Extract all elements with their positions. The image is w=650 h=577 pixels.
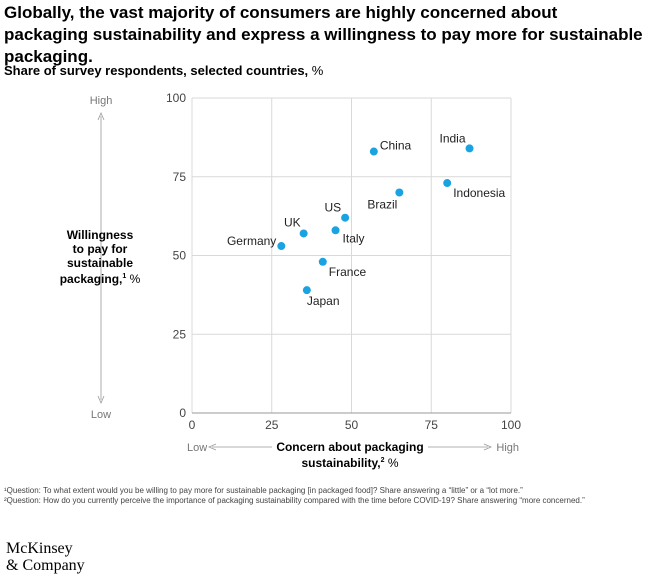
footnotes: ¹Question: To what extent would you be w… — [4, 486, 644, 506]
y-axis-unit: % — [126, 272, 141, 286]
logo-line: & Company — [6, 557, 85, 574]
point-label-china: China — [380, 139, 412, 153]
point-france — [318, 257, 327, 266]
point-japan — [302, 286, 311, 295]
page-title: Globally, the vast majority of consumers… — [4, 3, 643, 66]
x-tick-label: 50 — [345, 418, 359, 432]
data-points: China India Indonesia Brazil US UK Italy German… — [227, 131, 506, 308]
logo-line: McKinsey — [6, 540, 73, 557]
y-axis-label-line: to pay for — [72, 242, 128, 256]
grid — [191, 97, 512, 414]
point-label-uk: UK — [284, 215, 301, 229]
y-axis-label-line: sustainable — [66, 256, 134, 270]
y-end-label-high: High — [90, 95, 113, 107]
footnote-marker: 2 — [380, 457, 385, 464]
point-label-france: France — [329, 265, 367, 279]
chart-subtitle: Share of survey respondents, selected co… — [4, 63, 323, 78]
point-india — [465, 144, 474, 153]
x-end-label-low: Low — [187, 442, 207, 454]
point-label-india: India — [439, 131, 465, 145]
x-end-label-high: High — [496, 442, 519, 454]
point-label-italy: Italy — [343, 231, 365, 245]
x-tick-label: 25 — [265, 418, 279, 432]
x-axis-label-line: Concern about packaging — [276, 440, 424, 454]
x-tick-label: 100 — [501, 418, 521, 432]
point-italy — [331, 226, 340, 235]
point-brazil — [395, 188, 404, 197]
y-tick-label: 100 — [166, 91, 186, 105]
footnote-1: ¹Question: To what extent would you be w… — [4, 486, 523, 495]
point-china — [369, 147, 378, 156]
y-axis-label: Willingness to pay for sustainable packa… — [30, 228, 170, 286]
subtitle-text: Share of survey respondents, selected co… — [4, 63, 309, 78]
x-tick-label: 0 — [189, 418, 196, 432]
footnote-2: ²Question: How do you currently perceive… — [4, 496, 585, 505]
point-label-japan: Japan — [307, 294, 340, 308]
point-label-brazil: Brazil — [367, 198, 397, 212]
point-label-us: US — [324, 201, 341, 215]
point-label-indonesia: Indonesia — [453, 186, 505, 200]
x-axis-label-line: sustainability, — [301, 456, 381, 470]
x-tick-label: 75 — [425, 418, 439, 432]
y-tick-label: 75 — [173, 170, 187, 184]
subtitle-unit: % — [311, 63, 324, 78]
axis-end-labels: High Low Low High — [90, 95, 519, 454]
y-tick-label: 50 — [173, 249, 187, 263]
y-tick-label: 0 — [179, 406, 186, 420]
point-us — [341, 213, 350, 222]
point-indonesia — [443, 179, 452, 188]
point-label-germany: Germany — [227, 234, 276, 248]
mckinsey-logo: McKinsey & Company — [6, 540, 85, 574]
scatter-chart: 0 25 50 75 100 0 25 50 75 100 High Low Low High Chin… — [90, 91, 522, 454]
y-tick-label: 25 — [173, 327, 187, 341]
tick-labels: 0 25 50 75 100 0 25 50 75 100 — [166, 91, 521, 432]
y-end-label-low: Low — [91, 409, 111, 421]
x-arrow-left-head — [207, 443, 217, 451]
point-germany — [277, 242, 286, 251]
footnote-marker: 1 — [122, 273, 127, 280]
y-arrow-down — [97, 395, 105, 405]
x-arrow-right-head — [483, 443, 493, 451]
point-uk — [299, 229, 308, 238]
y-arrow-up — [97, 111, 105, 121]
y-axis-label-line: packaging, — [59, 272, 123, 286]
y-axis-label-line: Willingness — [66, 228, 134, 242]
x-axis-label: Concern about packaging sustainability,2… — [250, 440, 450, 470]
x-axis-unit: % — [384, 456, 399, 470]
